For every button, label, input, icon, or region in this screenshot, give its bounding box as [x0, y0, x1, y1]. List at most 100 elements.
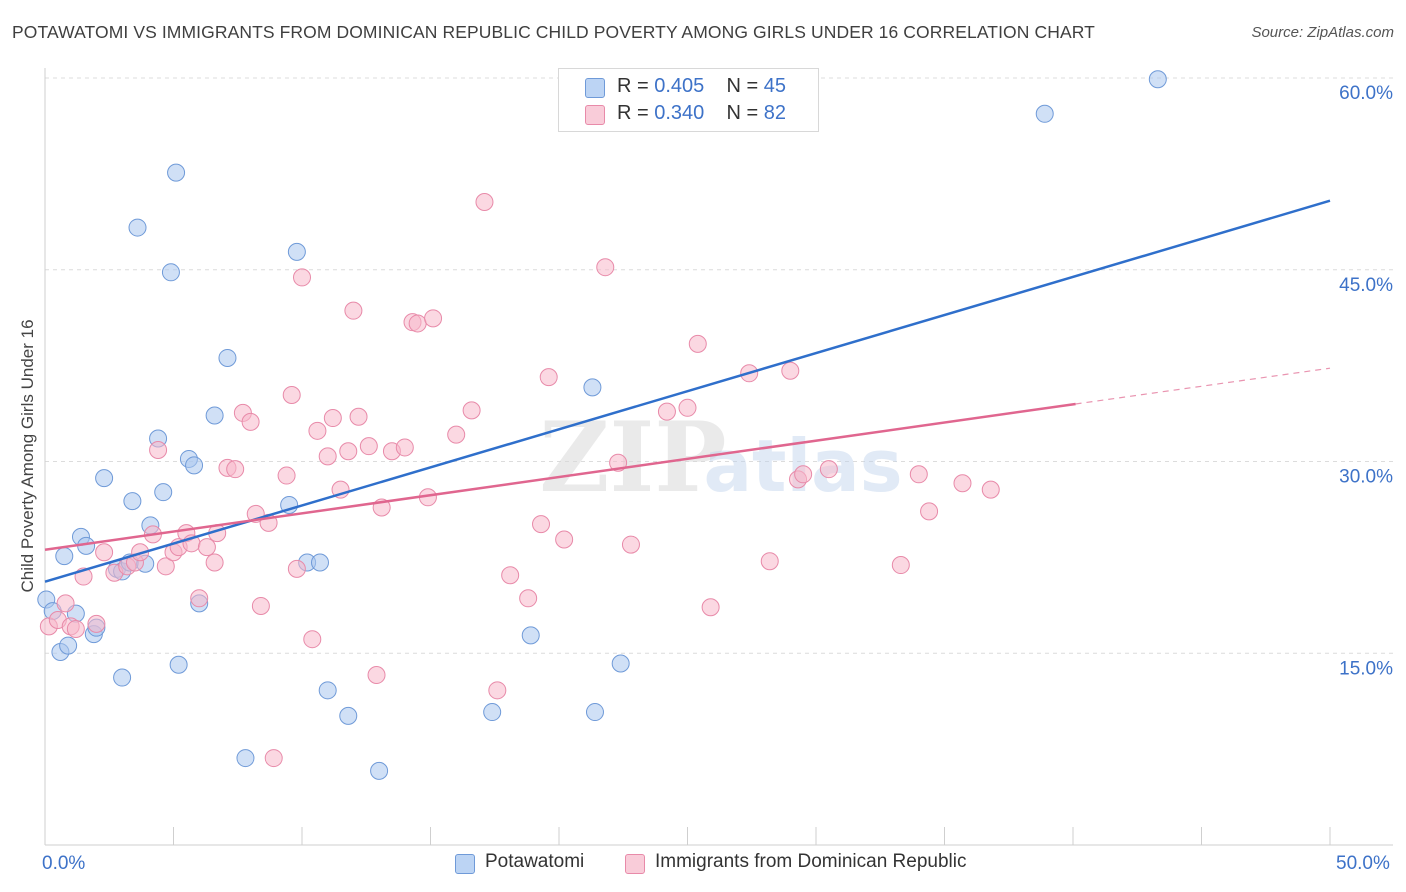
scatter-point	[1035, 104, 1054, 123]
grid-lines	[45, 77, 1393, 654]
y-tick-labels: 15.0% 30.0% 45.0% 60.0%	[1339, 83, 1393, 679]
scatter-point	[282, 386, 301, 405]
y-tick-label: 60.0%	[1339, 83, 1393, 104]
scatter-point	[205, 553, 224, 572]
scatter-point	[408, 314, 427, 333]
scatter-point	[95, 469, 114, 488]
scatter-point	[367, 665, 386, 684]
y-tick-label: 15.0%	[1339, 658, 1393, 679]
trend-line-potawatomi	[44, 199, 1331, 583]
scatter-point	[59, 636, 78, 655]
scatter-point	[154, 483, 173, 502]
scatter-point	[585, 703, 604, 722]
legend: R = 0.405 N = 45 R = 0.340 N = 82	[558, 68, 819, 132]
scatter-point	[521, 626, 540, 645]
scatter-point	[424, 309, 443, 328]
scatter-point	[318, 681, 337, 700]
scatter-point	[197, 538, 216, 557]
scatter-point	[349, 407, 368, 426]
scatter-point	[447, 425, 466, 444]
scatter-point	[308, 421, 327, 440]
legend-n-value: 45	[763, 75, 787, 97]
legend-swatch-blue	[585, 78, 605, 98]
scatter-point	[323, 409, 342, 428]
scatter-point	[794, 465, 813, 484]
scatter-point	[370, 761, 389, 780]
legend-r-label: R =	[617, 102, 655, 124]
scatter-point	[909, 465, 928, 484]
legend-n-label: N =	[726, 75, 764, 97]
scatter-point	[781, 361, 800, 380]
axes	[44, 68, 1393, 846]
y-tick-label: 30.0%	[1339, 467, 1393, 488]
scatter-point	[359, 437, 378, 456]
scatter-point	[226, 460, 245, 479]
scatter-point	[920, 502, 939, 521]
scatter-point	[161, 263, 180, 282]
bottom-legend-label: Immigrants from Dominican Republic	[655, 851, 967, 872]
scatter-point	[264, 749, 283, 768]
scatter-point	[241, 412, 260, 431]
scatter-point	[339, 706, 358, 725]
scatter-point	[66, 619, 85, 638]
bottom-legend-swatch-pink	[625, 854, 645, 874]
bottom-legend-swatch-blue	[455, 854, 475, 874]
scatter-point	[395, 438, 414, 457]
scatter-point	[287, 242, 306, 261]
scatter-point	[519, 589, 538, 608]
trend-line-dominican-extension	[1075, 367, 1331, 405]
scatter-point	[218, 348, 237, 367]
scatter-point	[339, 442, 358, 461]
scatter-point	[310, 553, 329, 572]
scatter-point	[277, 466, 296, 485]
scatter-point	[1148, 70, 1167, 89]
scatter-point	[539, 368, 558, 387]
scatter-point	[953, 474, 972, 493]
scatter-point	[185, 456, 204, 475]
scatter-point	[236, 749, 255, 768]
scatter-point	[128, 218, 147, 237]
scatter-point	[293, 268, 311, 287]
scatter-point	[344, 301, 363, 320]
scatter-point	[555, 530, 574, 549]
legend-r-value: 0.340	[654, 102, 705, 124]
bottom-legend-label: Potawatomi	[485, 851, 585, 872]
scatter-point	[532, 515, 551, 534]
legend-r-label: R =	[617, 75, 655, 97]
legend-n-label: N =	[726, 102, 764, 124]
scatter-point	[113, 668, 132, 687]
scatter-point	[251, 596, 270, 615]
scatter-point	[475, 192, 494, 211]
scatter-point	[701, 598, 720, 617]
scatter-point	[303, 630, 322, 649]
scatter-point	[611, 654, 630, 673]
scatter-point	[56, 594, 75, 613]
scatter-point	[501, 566, 520, 585]
x-tick-label-max: 50.0%	[1336, 853, 1390, 874]
scatter-point	[760, 552, 779, 571]
scatter-point	[819, 460, 838, 479]
scatter-point	[167, 163, 186, 182]
chart-title: POTAWATOMI VS IMMIGRANTS FROM DOMINICAN …	[12, 22, 1095, 42]
scatter-point	[55, 547, 74, 566]
scatter-point	[169, 655, 188, 674]
trend-lines	[44, 199, 1331, 583]
scatter-point	[462, 401, 481, 420]
scatter-point	[149, 440, 168, 459]
scatter-point	[156, 557, 175, 576]
scatter-point	[205, 406, 224, 425]
scatter-point	[123, 492, 142, 511]
legend-r-value: 0.405	[654, 75, 705, 97]
scatter-point	[488, 681, 507, 700]
legend-n-value: 82	[763, 102, 787, 124]
scatter-point	[583, 378, 602, 397]
trend-line-dominican	[44, 402, 1076, 551]
scatter-point	[483, 703, 502, 722]
scatter-point	[596, 258, 615, 277]
scatter-point	[287, 559, 306, 578]
scatter-point	[891, 556, 910, 575]
scatter-point	[87, 614, 106, 633]
source-label: Source: ZipAtlas.com	[1251, 24, 1394, 41]
scatter-point	[621, 535, 640, 554]
